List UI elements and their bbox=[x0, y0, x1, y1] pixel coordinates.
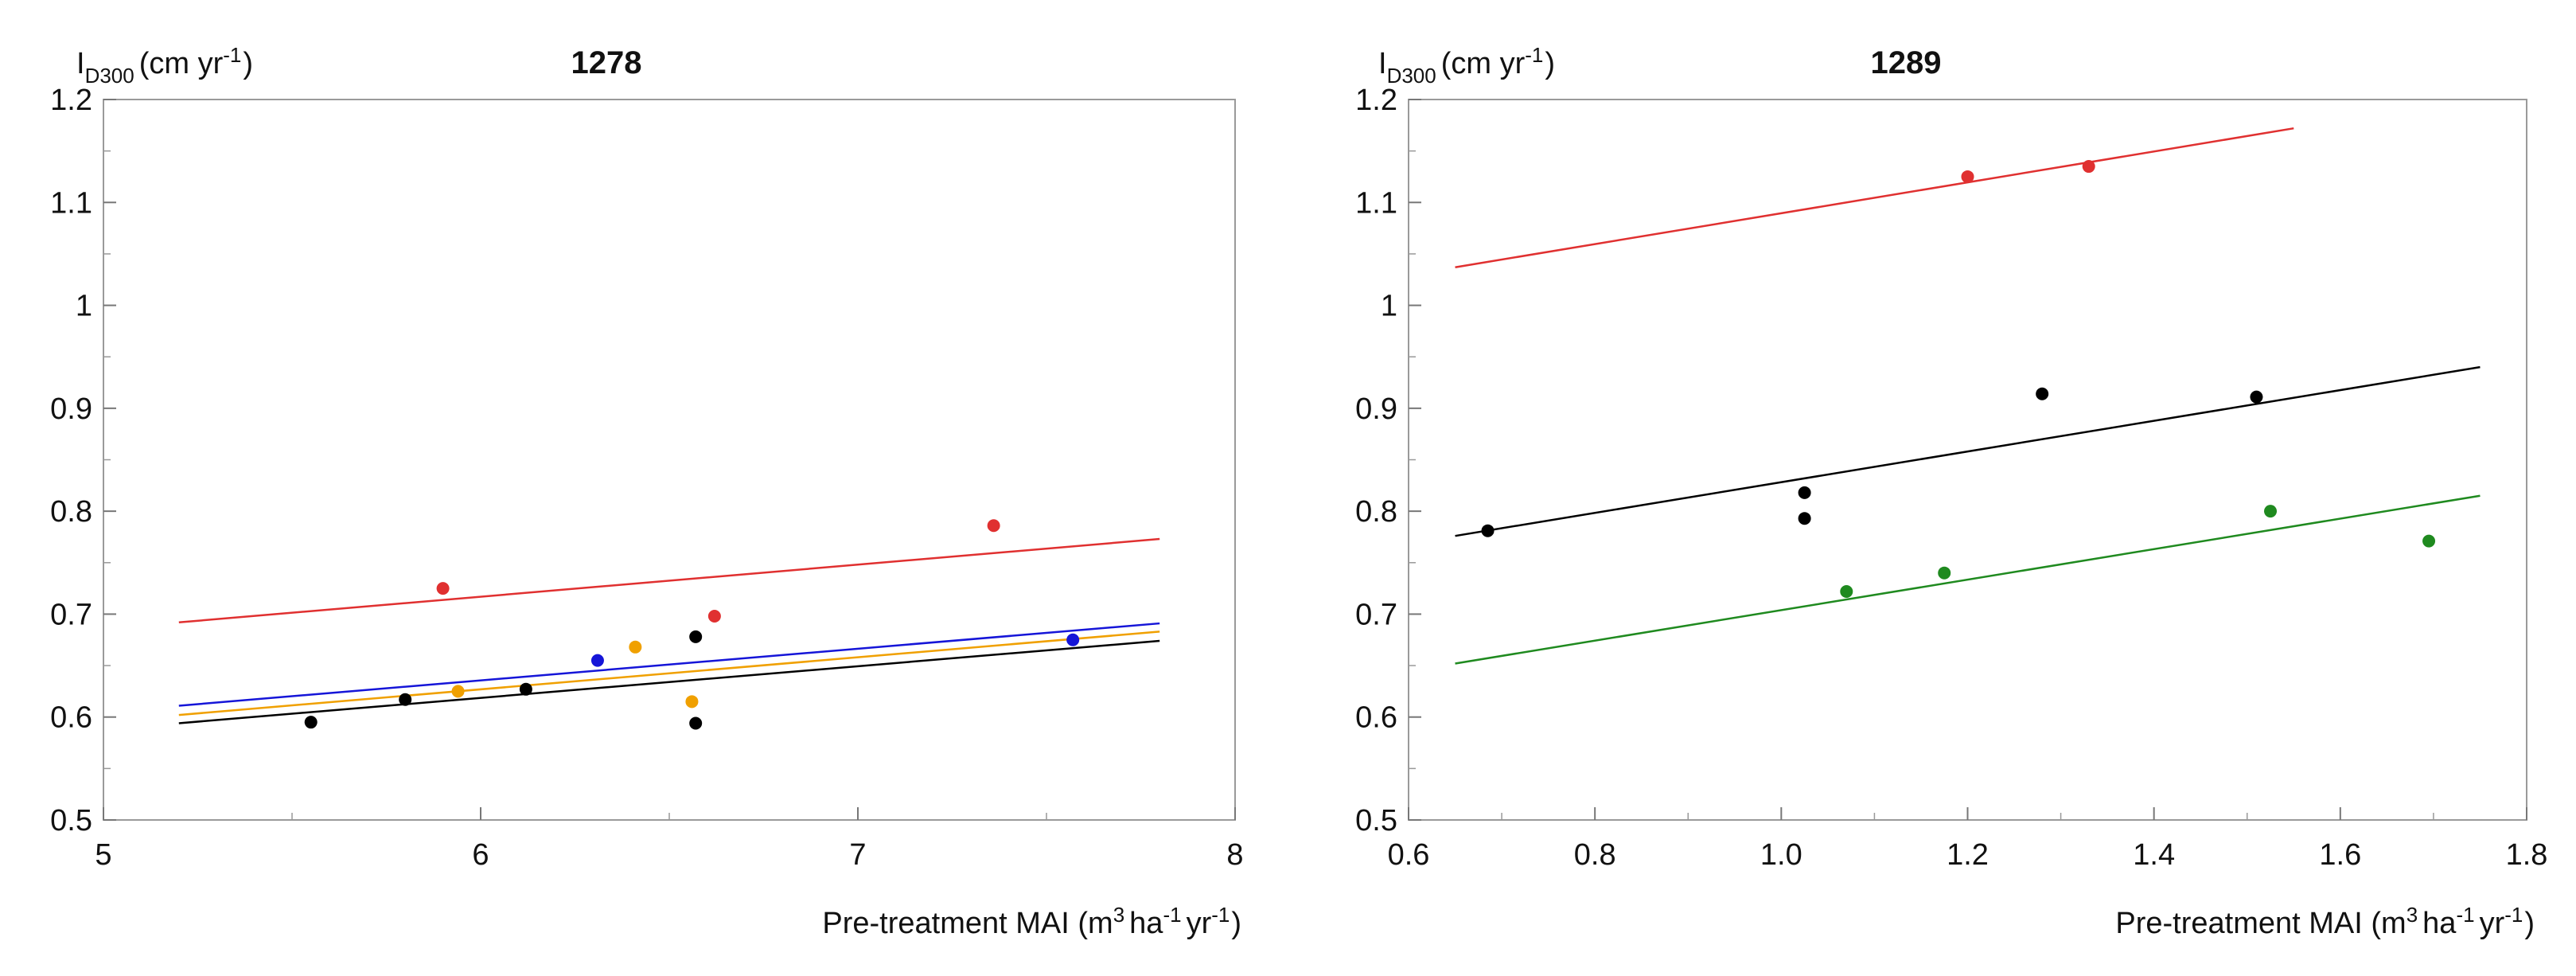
y-tick-label: 1.1 bbox=[1355, 186, 1397, 220]
fit-line-blue bbox=[178, 622, 1160, 707]
y-axis-label: ID300 (cm yr-1) bbox=[76, 43, 253, 88]
plot-frame bbox=[1408, 99, 2527, 821]
x-axis-label: Pre-treatment MAI (m3 ha-1 yr-1) bbox=[2115, 903, 2535, 940]
data-point-black bbox=[1798, 512, 1811, 525]
data-point-black bbox=[2250, 390, 2263, 404]
x-tick-label: 1.8 bbox=[2506, 838, 2548, 872]
x-axis-label: Pre-treatment MAI (m3 ha-1 yr-1) bbox=[822, 903, 1241, 940]
data-point-orange bbox=[685, 695, 699, 709]
x-tick-label: 1.0 bbox=[1760, 838, 1802, 872]
data-point-blue bbox=[1066, 633, 1080, 646]
y-tick-label: 0.7 bbox=[1355, 598, 1397, 631]
x-tick-label: 7 bbox=[849, 838, 866, 872]
data-point-black bbox=[1798, 486, 1811, 499]
data-point-black bbox=[399, 693, 412, 706]
y-tick-label: 0.7 bbox=[50, 598, 92, 631]
chart-panel-1289: 0.50.60.70.80.911.11.20.6 0.8 1.0 1.2 1.4 1.6… bbox=[1355, 43, 2547, 940]
x-tick-label: 1.6 bbox=[2319, 838, 2361, 872]
data-point-orange bbox=[451, 685, 465, 698]
y-tick-label: 0.6 bbox=[1355, 701, 1397, 735]
y-tick-label: 1.1 bbox=[50, 186, 92, 220]
fit-line-red bbox=[1455, 127, 2294, 268]
fit-line-black bbox=[178, 639, 1160, 724]
y-tick-label: 0.5 bbox=[50, 804, 92, 837]
data-point-black bbox=[304, 716, 318, 729]
data-point-green bbox=[1840, 584, 1853, 598]
data-point-red bbox=[436, 582, 450, 595]
y-tick-label: 1 bbox=[1381, 290, 1397, 323]
x-tick-label: 1.2 bbox=[1947, 838, 1989, 872]
fit-line-orange bbox=[178, 630, 1160, 716]
plot-frame bbox=[103, 99, 1236, 821]
y-tick-label: 0.9 bbox=[1355, 392, 1397, 426]
y-tick-label: 0.9 bbox=[50, 392, 92, 426]
y-tick-label: 0.8 bbox=[1355, 495, 1397, 529]
y-axis-label: ID300 (cm yr-1) bbox=[1378, 43, 1555, 88]
fit-line-red bbox=[178, 537, 1160, 624]
data-point-green bbox=[2264, 505, 2278, 518]
y-tick-label: 1.2 bbox=[1355, 84, 1397, 117]
data-point-green bbox=[2422, 534, 2436, 548]
y-tick-label: 1 bbox=[76, 290, 92, 323]
data-point-black bbox=[2036, 387, 2049, 400]
data-point-green bbox=[1938, 566, 1951, 580]
data-point-red bbox=[1961, 170, 1974, 183]
data-point-blue bbox=[590, 654, 604, 667]
data-point-black bbox=[1481, 524, 1495, 537]
fit-line-green bbox=[1455, 494, 2481, 665]
y-tick-label: 0.6 bbox=[50, 701, 92, 735]
data-point-orange bbox=[629, 640, 642, 654]
data-point-red bbox=[987, 519, 1000, 533]
y-tick-label: 0.8 bbox=[50, 495, 92, 529]
data-point-red bbox=[2082, 160, 2095, 174]
x-tick-label: 8 bbox=[1226, 838, 1243, 872]
chart-title: 1289 bbox=[1871, 45, 1942, 80]
x-tick-label: 0.6 bbox=[1388, 838, 1430, 872]
x-tick-label: 5 bbox=[95, 838, 111, 872]
data-point-black bbox=[689, 716, 703, 730]
data-point-red bbox=[707, 610, 721, 623]
chart-panel-1278: 0.5 0.6 0.7 0.8 0.9 1 1.1 1.2 5 6 7 8 1278 ID300 (cm y… bbox=[50, 43, 1243, 940]
data-point-black bbox=[519, 682, 532, 696]
fit-line-black bbox=[1455, 365, 2481, 537]
x-tick-label: 0.8 bbox=[1574, 838, 1616, 872]
x-tick-label: 1.4 bbox=[2133, 838, 2175, 872]
chart-title: 1278 bbox=[571, 45, 642, 80]
y-tick-label: 0.5 bbox=[1355, 804, 1397, 837]
x-tick-label: 6 bbox=[472, 838, 489, 872]
y-tick-label: 1.2 bbox=[50, 84, 92, 117]
data-point-black bbox=[689, 630, 703, 643]
